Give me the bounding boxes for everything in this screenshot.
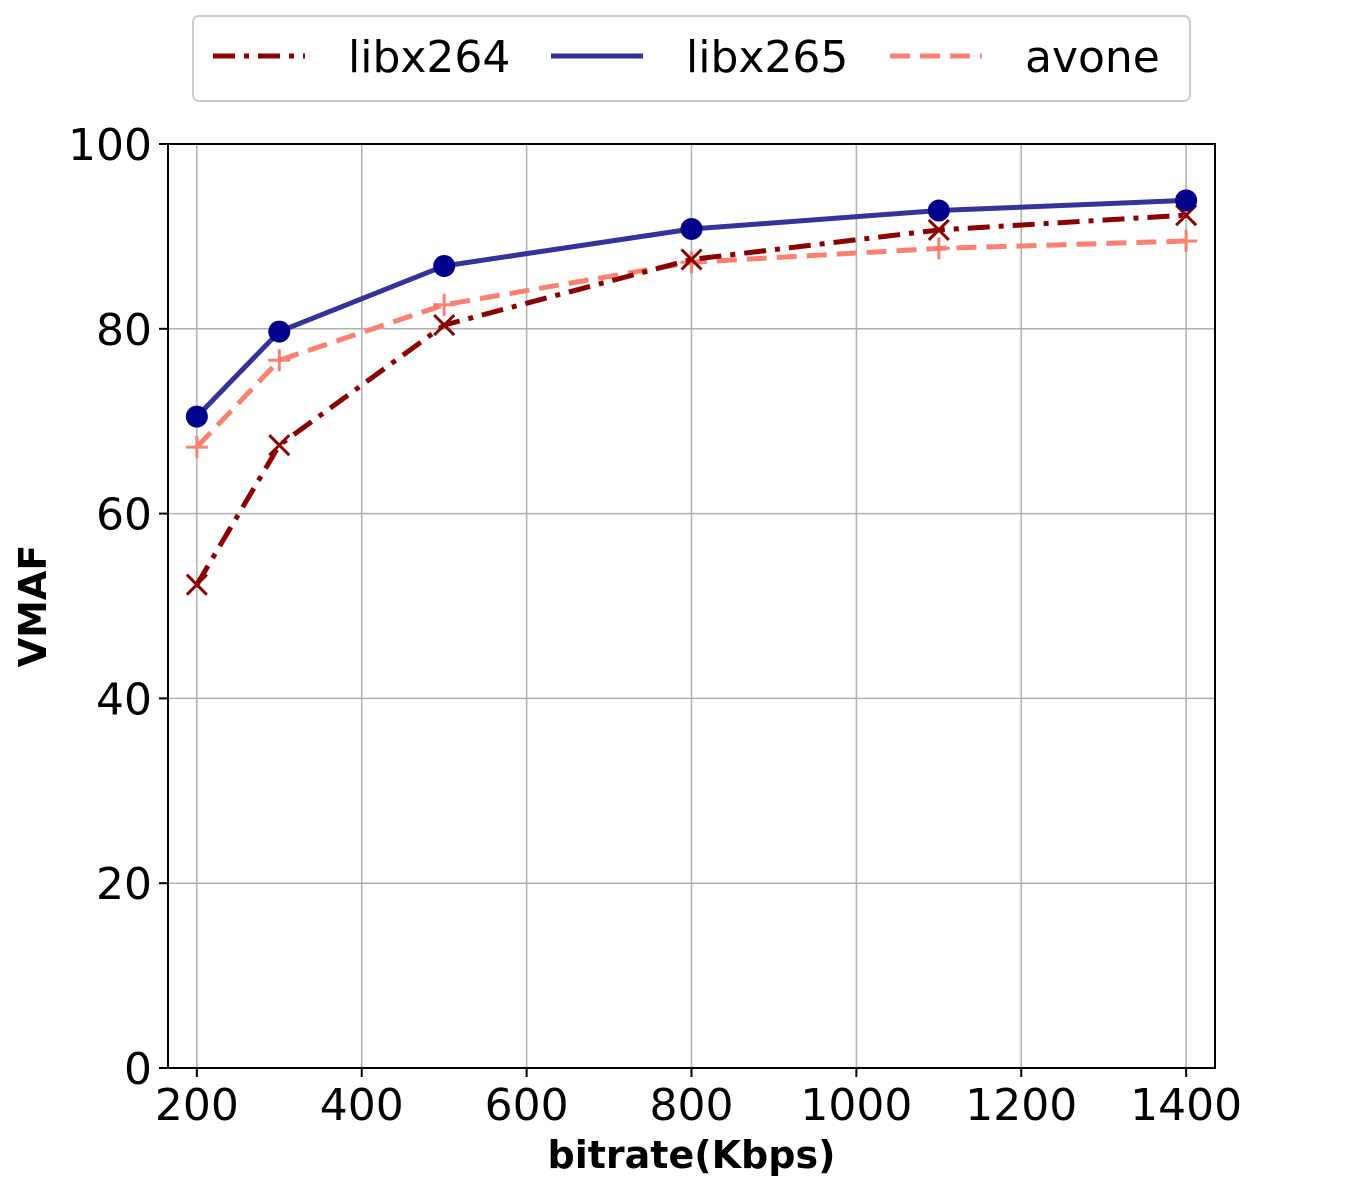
- x-tick-label: 1400: [1130, 1080, 1242, 1131]
- data-point-marker: [927, 218, 950, 241]
- x-tick-label: 400: [320, 1080, 404, 1131]
- data-point-marker: [268, 434, 291, 457]
- data-point-marker: [185, 573, 208, 596]
- data-point-marker: [268, 349, 291, 372]
- x-tick-label: 200: [155, 1080, 239, 1131]
- series-line: [194, 212, 1187, 587]
- legend-item-avone: avone: [890, 32, 1160, 83]
- legend-label: avone: [1025, 32, 1160, 83]
- marker-stroke: [433, 314, 456, 337]
- y-tick-label: 80: [96, 305, 152, 356]
- data-point-marker: [185, 405, 208, 428]
- x-tick-label: 800: [650, 1080, 734, 1131]
- series-line: [195, 197, 1187, 419]
- data-point-marker: [680, 248, 703, 271]
- ticks: 200 400 600 800 1000 1200 1400 0 20 40 60 80 100: [68, 120, 1242, 1131]
- data-point-marker: [433, 314, 456, 337]
- x-tick-label: 600: [485, 1080, 569, 1131]
- y-tick-label: 40: [96, 674, 152, 725]
- series-layer: [185, 189, 1198, 596]
- y-axis-title: VMAF: [11, 545, 55, 668]
- legend-label: libx265: [686, 32, 848, 83]
- grid: [168, 143, 1215, 1069]
- legend: libx264 libx265 avone: [192, 15, 1191, 102]
- data-point-marker: [927, 199, 950, 222]
- y-tick-label: 20: [96, 859, 152, 910]
- y-tick-label: 100: [68, 120, 152, 171]
- x-tick-label: 1200: [965, 1080, 1077, 1131]
- data-point-marker: [680, 218, 703, 241]
- x-axis-title: bitrate(Kbps): [548, 1133, 836, 1177]
- legend-item-libx264: libx264: [213, 32, 510, 83]
- data-point-marker: [433, 293, 456, 316]
- data-point-marker: [1175, 230, 1198, 253]
- data-point-marker: [1175, 189, 1198, 212]
- series-line: [195, 238, 1187, 449]
- data-point-marker: [185, 436, 208, 459]
- marker-stroke: [185, 573, 208, 596]
- x-tick-label: 1000: [800, 1080, 912, 1131]
- data-point-marker: [680, 251, 703, 274]
- series-libx265: [185, 189, 1198, 428]
- marker-stroke: [680, 248, 703, 271]
- legend-label: libx264: [348, 32, 510, 83]
- y-tick-label: 60: [96, 490, 152, 541]
- marker-stroke: [927, 218, 950, 241]
- data-point-marker: [927, 237, 950, 260]
- data-point-marker: [433, 254, 456, 277]
- legend-box: [192, 15, 1191, 102]
- marker-stroke: [268, 434, 291, 457]
- data-point-marker: [268, 320, 291, 343]
- legend-item-libx265: libx265: [551, 32, 848, 83]
- y-tick-label: 0: [124, 1044, 152, 1095]
- series-avone: [185, 230, 1198, 459]
